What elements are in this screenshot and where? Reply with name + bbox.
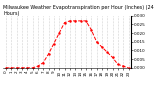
- Text: Milwaukee Weather Evapotranspiration per Hour (Inches) (24 Hours): Milwaukee Weather Evapotranspiration per…: [3, 5, 154, 16]
